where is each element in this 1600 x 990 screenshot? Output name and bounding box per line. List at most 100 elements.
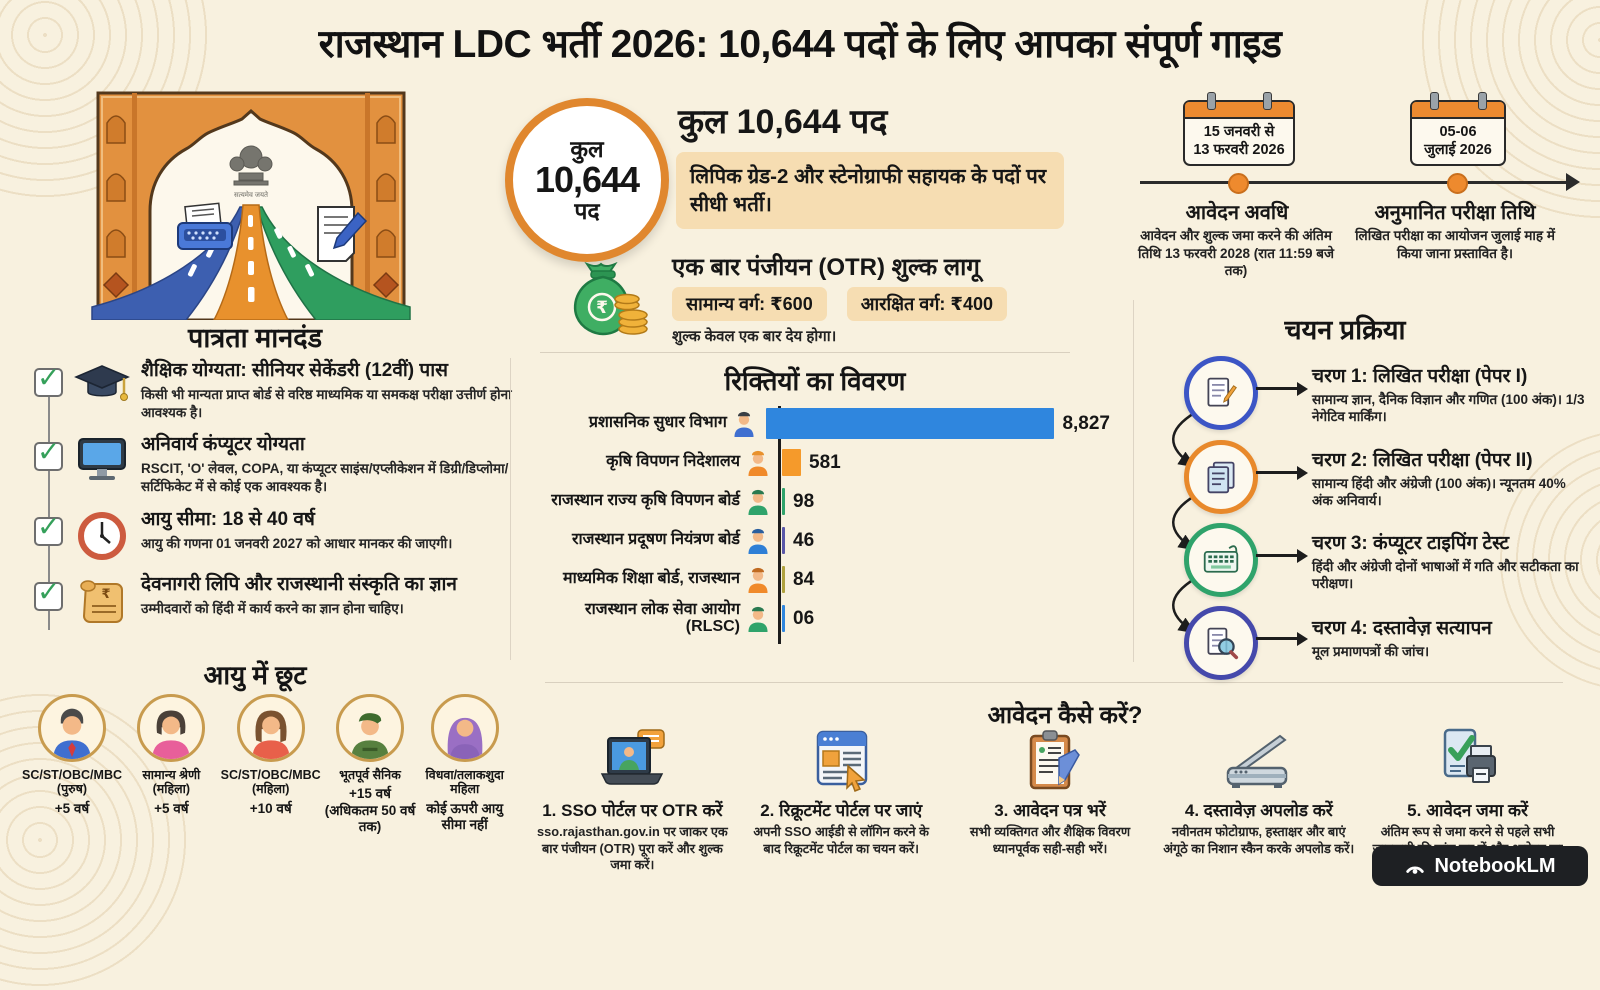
fee-pill-general: सामान्य वर्ग: ₹600 [672, 287, 827, 321]
veiled-woman-avatar [430, 694, 499, 762]
chart-category-label: माध्यमिक शिक्षा बोर्ड, राजस्थान [563, 570, 740, 588]
eligibility-item-desc: RSCIT, 'O' लेवल, COPA, या कंप्यूटर साइंस… [141, 461, 509, 495]
chart-row: प्रशासनिक सुधार विभाग 8,827 [540, 404, 1110, 443]
step1-circle [1184, 356, 1258, 430]
soldier-avatar [336, 694, 404, 762]
selection-step-title: चरण 4: दस्तावेज़ सत्यापन [1312, 618, 1492, 639]
total-posts-heading: कुल 10,644 पद [678, 103, 888, 141]
apply-step-desc: सभी व्यक्तिगत और शैक्षिक विवरण ध्यानपूर्… [969, 824, 1131, 856]
recruitment-subheading: लिपिक ग्रेड-2 और स्टेनोग्राफी सहायक के प… [676, 152, 1064, 230]
worker-avatar-icon [740, 489, 776, 515]
fee-row: सामान्य वर्ग: ₹600 आरक्षित वर्ग: ₹400 [672, 287, 1007, 321]
chart-row: राजस्थान लोक सेवा आयोग (RLSC) 06 [540, 599, 1110, 638]
chart-row: कृषि विपणन निदेशालय 581 [540, 443, 1110, 482]
typewriter-icon [177, 202, 233, 250]
worker-avatar-icon [727, 411, 761, 437]
apply-step: 2. रिक्रूटमेंट पोर्टल पर जाएं अपनी SSO आ… [737, 726, 946, 874]
age-category-label: SC/ST/OBC/MBC (महिला) [220, 768, 321, 797]
step1-arrow-icon [1256, 382, 1308, 395]
worker-avatar-icon [740, 606, 776, 632]
checkbox-checked-icon [34, 361, 63, 397]
checkbox-checked-icon [34, 435, 63, 472]
divider-bottom [545, 682, 1563, 683]
fee-pill-reserved: आरक्षित वर्ग: ₹400 [846, 287, 1007, 321]
how-to-apply-heading: आवेदन कैसे करें? [987, 702, 1143, 729]
eligibility-item-title: अनिवार्य कंप्यूटर योग्यता [141, 434, 305, 456]
age-relaxation-item: SC/ST/OBC/MBC (महिला) +10 वर्ष [219, 694, 323, 835]
apply-step-title: 5. आवेदन जमा करें [1407, 801, 1528, 820]
chart-bar [782, 566, 785, 593]
chart-bar [782, 488, 785, 515]
computer-icon [73, 436, 131, 484]
selection-step-desc: सामान्य हिंदी और अंग्रेजी (100 अंक)। न्य… [1312, 475, 1566, 509]
apply-step-desc: sso.rajasthan.gov.in पर जाकर एक बार पंजी… [537, 824, 728, 873]
calendar-ring-icon [1263, 92, 1272, 110]
apply-step-title: 2. रिक्रूटमेंट पोर्टल पर जाएं [760, 801, 923, 820]
calendar-ring-icon [1478, 92, 1487, 110]
age-relaxation-item: SC/ST/OBC/MBC (पुरुष) +5 वर्ष [20, 694, 124, 835]
eligibility-item-desc: उम्मीदवारों को हिंदी में कार्य करने का ज… [141, 600, 404, 616]
selection-step-desc: सामान्य ज्ञान, दैनिक विज्ञान और गणित (10… [1312, 391, 1585, 425]
chart-category-label: राजस्थान लोक सेवा आयोग (RLSC) [585, 600, 740, 635]
chart-bar [782, 605, 785, 632]
apply-step: 1. SSO पोर्टल पर OTR करें sso.rajasthan.… [528, 726, 737, 874]
eligibility-item-title: शैक्षिक योग्यता: सीनियर सेकेंडरी (12वीं)… [141, 360, 448, 381]
age-relaxation-value: कोई ऊपरी आयु सीमा नहीं [426, 800, 504, 832]
eligibility-item-desc: आयु की गणना 01 जनवरी 2027 को आधार मानकर … [141, 535, 453, 551]
eligibility-item: ₹ देवनागरी लिपि और राजस्थानी संस्कृति का… [34, 574, 512, 626]
apply-step: 4. दस्तावेज़ अपलोड करें नवीनतम फोटोग्राफ… [1154, 726, 1363, 874]
age-category-label: सामान्य श्रेणी (महिला) [142, 768, 201, 797]
selection-process-heading: चयन प्रक्रिया [1284, 315, 1406, 345]
badge-label-bottom: पद [574, 197, 600, 224]
papers-icon [1207, 461, 1235, 494]
page-title: राजस्थान LDC भर्ती 2026: 10,644 पदों के … [318, 23, 1282, 66]
male-avatar [38, 694, 106, 762]
calendar-ring-icon [1430, 92, 1439, 110]
exam-date-desc: लिखित परीक्षा का आयोजन जुलाई माह में किय… [1355, 228, 1555, 261]
exam-date-title: अनुमानित परीक्षा तिथि [1374, 202, 1536, 224]
document-pen-icon [317, 206, 368, 262]
chart-category-label: कृषि विपणन निदेशालय [606, 453, 740, 471]
svg-text:₹: ₹ [596, 298, 608, 317]
age-relaxation-row: SC/ST/OBC/MBC (पुरुष) +5 वर्ष सामान्य श्… [20, 694, 512, 835]
emblem-caption: सत्यमेव जयते [234, 190, 269, 199]
timeline-dot [1228, 173, 1249, 194]
calendar-header [1412, 102, 1504, 119]
clock-icon [73, 511, 131, 561]
divider-center-right [1133, 300, 1134, 662]
money-bag-icon: ₹ [565, 255, 653, 344]
chart-value-label: 46 [793, 529, 815, 551]
step4-circle [1184, 606, 1258, 680]
step2-circle [1184, 440, 1258, 514]
step3-arrow-icon [1256, 549, 1308, 562]
scroll-icon: ₹ [73, 576, 131, 626]
chart-value-label: 98 [793, 490, 815, 512]
apply-step-title: 4. दस्तावेज़ अपलोड करें [1184, 801, 1333, 820]
age-category-label: SC/ST/OBC/MBC (पुरुष) [22, 768, 122, 797]
otr-note: शुल्क केवल एक बार देय होगा। [672, 328, 837, 345]
age-relaxation-value: +10 वर्ष [249, 800, 292, 816]
application-date-line2: 13 फरवरी 2026 [1193, 142, 1285, 159]
age-category-label: भूतपूर्व सैनिक [339, 768, 401, 782]
chart-title: रिक्तियों का विवरण [724, 366, 906, 396]
ashoka-emblem-icon [229, 145, 273, 186]
calendar-application-dates: 15 जनवरी से 13 फरवरी 2026 [1183, 92, 1295, 166]
eligibility-item-title: आयु सीमा: 18 से 40 वर्ष [141, 508, 315, 530]
selection-step: चरण 4: दस्तावेज़ सत्यापन मूल प्रमाणपत्रो… [1312, 618, 1590, 660]
rajasthan-gate-illustration: सत्यमेव जयते [90, 85, 412, 325]
eligibility-item: अनिवार्य कंप्यूटर योग्यता RSCIT, 'O' लेव… [34, 434, 512, 495]
calendar-exam-dates: 05-06 जुलाई 2026 [1410, 92, 1506, 166]
submit-print-icon [1371, 726, 1564, 794]
step3-circle [1184, 523, 1258, 597]
selection-step-title: चरण 2: लिखित परीक्षा (पेपर II) [1312, 450, 1533, 471]
selection-step-desc: हिंदी और अंग्रेजी दोनों भाषाओं में गति औ… [1312, 558, 1579, 592]
age-category-label: विधवा/तलाकशुदा महिला [425, 768, 504, 797]
chart-bar [782, 527, 785, 554]
step4-arrow-icon [1256, 632, 1308, 645]
age-relaxation-value: +15 वर्ष (अधिकतम 50 वर्ष तक) [324, 786, 416, 834]
calendar-ring-icon [1207, 92, 1216, 110]
age-relaxation-value: +5 वर्ष [154, 800, 189, 816]
eligibility-item: शैक्षिक योग्यता: सीनियर सेकेंडरी (12वीं)… [34, 360, 512, 421]
age-relaxation-value: +5 वर्ष [54, 800, 90, 816]
application-date-line1: 15 जनवरी से [1203, 124, 1275, 140]
